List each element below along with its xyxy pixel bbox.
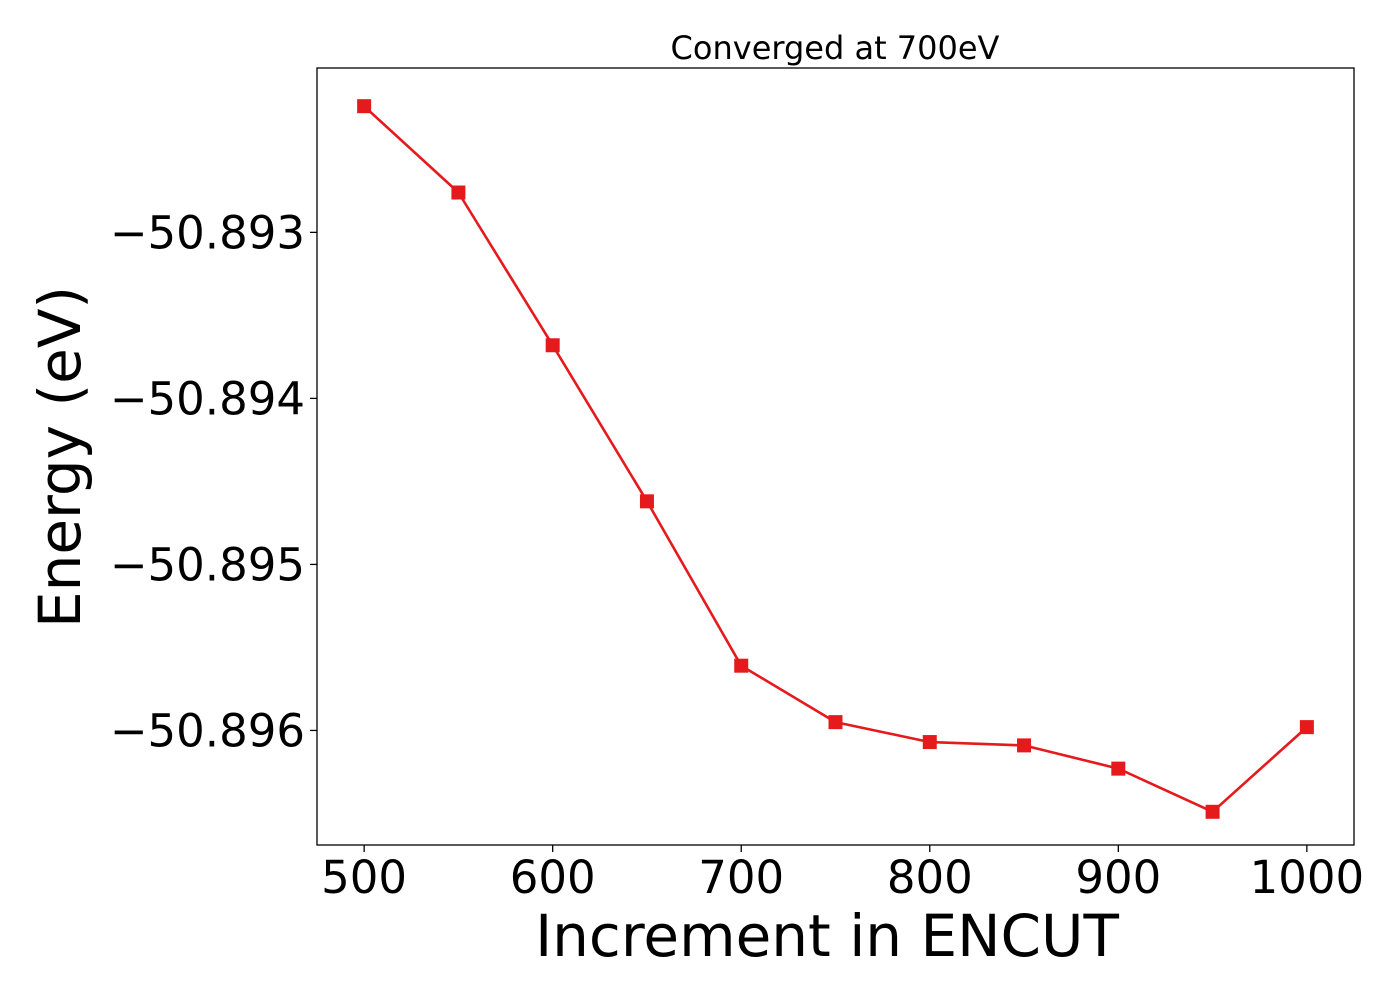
- y-tick-label: −50.896: [110, 704, 305, 757]
- x-tick-label: 1000: [1250, 851, 1365, 904]
- data-point-marker: [357, 99, 372, 114]
- data-point-marker: [828, 715, 843, 730]
- y-axis-label: Energy (eV): [26, 286, 94, 628]
- x-axis-label: Increment in ENCUT: [535, 902, 1119, 970]
- data-point-marker: [734, 658, 749, 673]
- x-tick-label: 700: [698, 851, 784, 904]
- x-tick-label: 900: [1075, 851, 1161, 904]
- data-point-marker: [1111, 761, 1126, 776]
- y-tick-label: −50.895: [110, 538, 305, 591]
- y-tick-label: −50.893: [110, 206, 305, 259]
- plot-area-frame: [316, 67, 1355, 846]
- data-point-marker: [922, 735, 937, 750]
- x-tick-label: 600: [510, 851, 596, 904]
- data-point-marker: [639, 494, 654, 509]
- data-point-marker: [545, 338, 560, 353]
- data-point-marker: [451, 185, 466, 200]
- data-point-marker: [1299, 720, 1314, 735]
- series-layer: [357, 99, 1314, 819]
- x-tick-label: 800: [887, 851, 973, 904]
- x-axis-ticks: 500 600 700 800 900 1000: [321, 845, 1364, 904]
- data-point-marker: [1205, 804, 1220, 819]
- y-tick-label: −50.894: [110, 372, 305, 425]
- y-axis-ticks: −50.893 −50.894 −50.895 −50.896: [110, 206, 317, 757]
- chart-title: Converged at 700eV: [671, 29, 1000, 67]
- x-tick-label: 500: [321, 851, 407, 904]
- data-point-marker: [1017, 738, 1032, 753]
